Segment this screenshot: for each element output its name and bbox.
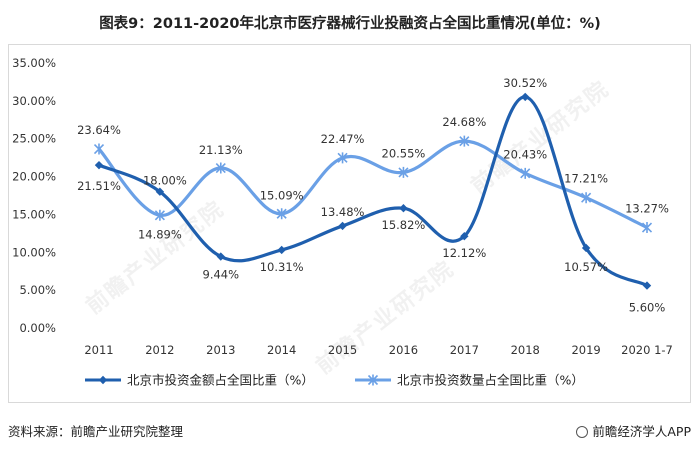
brand-credit: 前瞻经济学人APP (576, 421, 691, 440)
data-label: 10.57% (564, 260, 608, 274)
legend-marker (98, 375, 108, 385)
series-line (98, 95, 648, 288)
y-tick-label: 15.00% (12, 207, 56, 221)
data-point (398, 166, 409, 178)
y-tick-label: 20.00% (12, 170, 56, 184)
data-point (216, 252, 225, 261)
data-label: 21.51% (77, 179, 121, 193)
data-point (277, 245, 286, 255)
data-point (276, 208, 287, 220)
data-label: 22.47% (321, 132, 365, 146)
data-label: 23.64% (77, 123, 121, 137)
data-label: 14.89% (138, 227, 182, 241)
data-point (93, 143, 105, 155)
data-point (581, 192, 592, 204)
x-tick-label: 2013 (206, 343, 235, 357)
x-tick-label: 2020 1-7 (621, 343, 673, 357)
legend-marker (367, 374, 379, 386)
data-label: 17.21% (564, 172, 608, 186)
data-label: 20.43% (503, 147, 547, 161)
y-tick-label: 35.00% (12, 56, 56, 70)
data-point (337, 152, 348, 164)
data-label: 12.12% (442, 246, 486, 260)
data-point (154, 209, 165, 221)
data-point (460, 232, 469, 241)
legend-label: 北京市投资金额占全国比重（%） (127, 373, 314, 388)
data-label: 15.09% (260, 189, 304, 203)
data-label: 21.13% (199, 143, 243, 157)
x-tick-label: 2011 (84, 343, 113, 357)
data-point (338, 221, 347, 231)
data-point (642, 281, 652, 290)
data-label: 10.31% (260, 260, 304, 274)
data-point (521, 92, 530, 102)
chart-frame (8, 44, 691, 403)
x-tick-label: 2015 (328, 343, 357, 357)
x-tick-label: 2012 (145, 343, 174, 357)
data-label: 24.68% (442, 115, 486, 129)
data-point (399, 204, 408, 213)
data-point (94, 160, 104, 170)
legend-label: 北京市投资数量占全国比重（%） (397, 373, 584, 388)
y-tick-label: 5.00% (19, 283, 56, 297)
y-tick-label: 10.00% (12, 245, 56, 259)
x-tick-label: 2017 (450, 343, 479, 357)
y-tick-label: 30.00% (12, 94, 56, 108)
data-label: 20.55% (382, 146, 426, 160)
x-tick-label: 2014 (267, 343, 296, 357)
brand-name: 前瞻经济学人APP (592, 424, 691, 439)
data-point (641, 222, 653, 234)
data-point (155, 187, 165, 196)
source-note: 资料来源：前瞻产业研究院整理 (8, 424, 184, 439)
y-tick-label: 0.00% (19, 321, 56, 335)
chart-title: 图表9：2011-2020年北京市医疗器械行业投融资占全国比重情况(单位：%) (99, 16, 601, 32)
data-point (459, 135, 470, 147)
data-label: 13.48% (321, 205, 365, 219)
series-line (97, 139, 648, 229)
data-label: 9.44% (203, 268, 240, 282)
x-tick-label: 2016 (389, 343, 418, 357)
data-label: 18.00% (143, 174, 187, 188)
data-point (581, 243, 591, 253)
data-point (520, 167, 531, 179)
x-tick-label: 2018 (511, 343, 540, 357)
data-label: 15.82% (382, 218, 426, 232)
eye-logo-icon (576, 426, 589, 438)
x-tick-label: 2019 (571, 343, 600, 357)
data-point (215, 162, 226, 174)
data-label: 5.60% (629, 301, 666, 315)
footer: 资料来源：前瞻产业研究院整理 前瞻经济学人APP (8, 418, 691, 445)
data-label: 30.52% (503, 76, 547, 90)
data-label: 13.27% (625, 202, 669, 216)
y-tick-label: 25.00% (12, 132, 56, 146)
